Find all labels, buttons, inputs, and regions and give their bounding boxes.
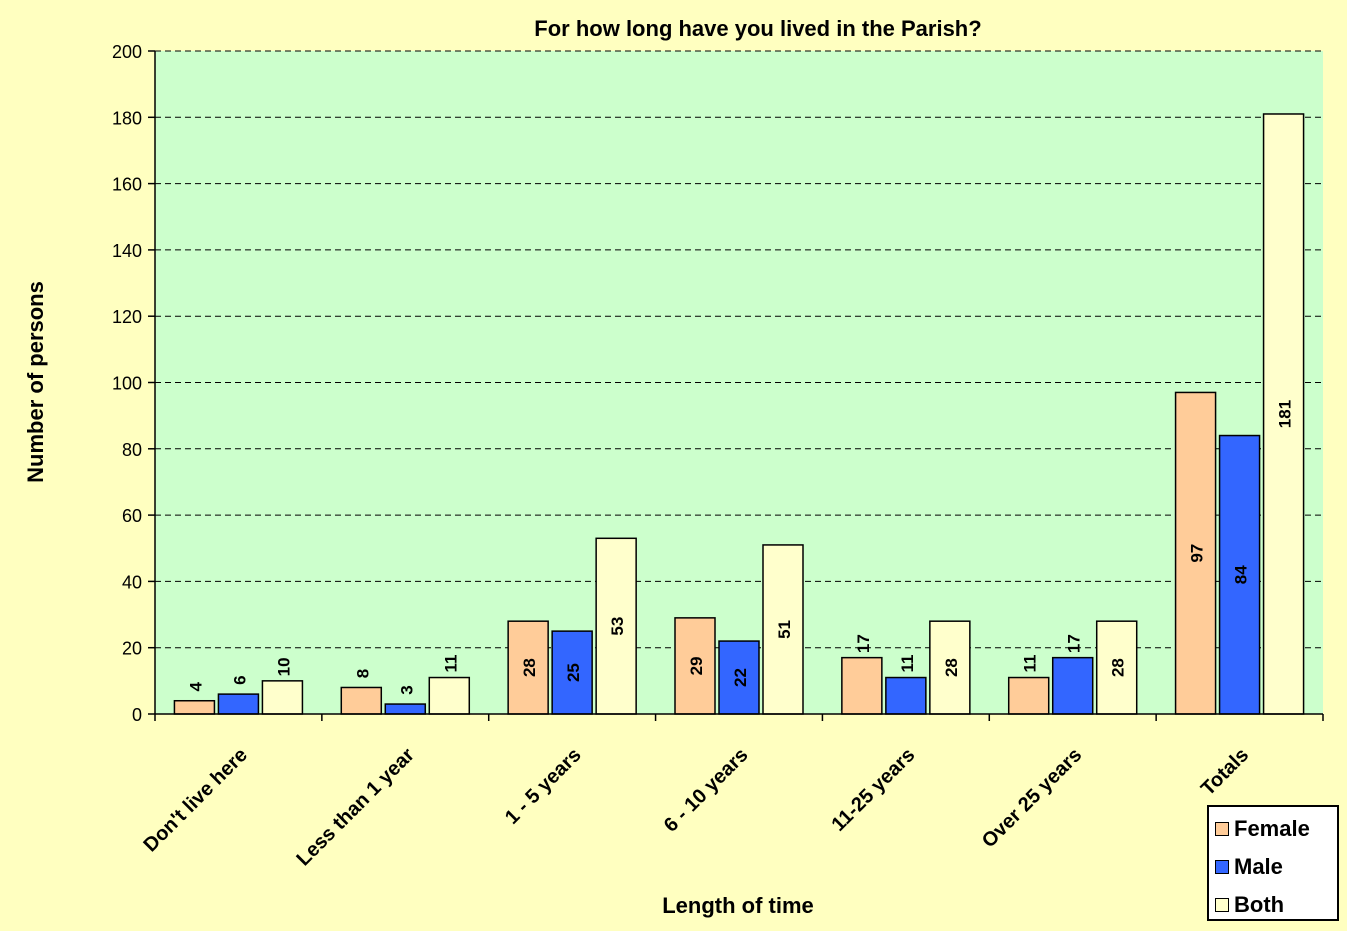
- data-label: 11: [898, 655, 917, 673]
- x-tick-label: Don't live here: [140, 744, 252, 856]
- chart-title: For how long have you lived in the Paris…: [534, 16, 981, 41]
- x-tick-label: 11-25 years: [828, 744, 920, 836]
- y-tick-label: 80: [122, 440, 142, 460]
- data-label: 181: [1276, 400, 1295, 428]
- bar-female-less-than-1-year: [340, 686, 383, 715]
- y-tick-label: 0: [132, 705, 142, 725]
- x-axis-label: Length of time: [662, 893, 814, 918]
- y-tick-label: 140: [112, 241, 142, 261]
- legend-swatch-both: [1215, 898, 1229, 912]
- bar-male-11-25-years: [885, 676, 927, 715]
- data-label: 17: [854, 634, 873, 653]
- x-tick-label: 1 - 5 years: [501, 744, 586, 829]
- data-label: 22: [731, 668, 750, 687]
- x-tick-label: 6 - 10 years: [660, 744, 753, 837]
- data-label: 28: [1109, 658, 1128, 677]
- gridlines: [155, 50, 1323, 649]
- bar-both-totals: [1262, 113, 1305, 715]
- legend-label-both: Both: [1234, 892, 1285, 917]
- x-tick-label: Over 25 years: [978, 744, 1086, 852]
- data-label: 51: [775, 620, 794, 639]
- legend-swatch-female: [1215, 822, 1229, 836]
- legend-label-male: Male: [1234, 854, 1283, 879]
- data-label: 29: [687, 656, 706, 675]
- y-tick-label: 100: [112, 374, 142, 394]
- bar-both-less-than-1-year: [428, 676, 471, 715]
- y-tick-label: 20: [122, 639, 142, 659]
- bar-both-11-25-years: [929, 620, 971, 715]
- bar-male-less-than-1-year: [384, 703, 427, 715]
- data-label: 8: [353, 669, 372, 678]
- bar-male-totals: [1218, 434, 1261, 715]
- bar-female-don-t-live-here: [173, 699, 216, 715]
- legend-item-female: Female: [1215, 810, 1337, 848]
- legend-label-female: Female: [1234, 816, 1310, 841]
- data-label: 11: [441, 655, 460, 673]
- data-label: 4: [186, 681, 205, 691]
- data-label: 53: [608, 617, 627, 636]
- data-label: 97: [1188, 544, 1207, 563]
- bar-male-over-25-years: [1051, 656, 1094, 715]
- bar-both-1-5-years: [595, 537, 637, 715]
- legend-item-both: Both: [1215, 886, 1337, 924]
- bars: 4 6 10 8 3 11 28 25 53 29 22 51 17 11 28 11 17 28 97 84 181: [173, 113, 1305, 715]
- data-label: 11: [1021, 655, 1040, 673]
- data-label: 28: [942, 658, 961, 677]
- bar-female-11-25-years: [841, 656, 883, 715]
- bar-female-6-10-years: [674, 617, 716, 715]
- y-tick-label: 40: [122, 572, 142, 592]
- bar-female-over-25-years: [1007, 676, 1050, 715]
- bar-male-6-10-years: [718, 640, 760, 715]
- legend: Female Male Both: [1207, 805, 1339, 921]
- data-label: 10: [274, 657, 293, 676]
- legend-swatch-male: [1215, 860, 1229, 874]
- legend-item-male: Male: [1215, 848, 1337, 886]
- bar-both-don-t-live-here: [261, 680, 304, 715]
- bar-female-totals: [1174, 391, 1217, 715]
- data-label: 25: [564, 663, 583, 682]
- y-tick-label: 180: [112, 108, 142, 128]
- y-axis-label: Number of persons: [23, 281, 48, 483]
- x-tick-label: Totals: [1197, 744, 1253, 800]
- data-label: 17: [1065, 634, 1084, 653]
- bar-male-don-t-live-here: [217, 693, 260, 715]
- x-tick-label: Less than 1 year: [292, 744, 419, 871]
- bar-male-1-5-years: [551, 630, 593, 715]
- y-tick-label: 120: [112, 307, 142, 327]
- data-label: 6: [230, 675, 249, 684]
- data-label: 3: [397, 685, 416, 694]
- y-tick-label: 60: [122, 506, 142, 526]
- data-label: 84: [1232, 565, 1251, 584]
- y-tick-label: 200: [112, 42, 142, 62]
- y-tick-label: 160: [112, 175, 142, 195]
- data-label: 28: [520, 658, 539, 677]
- bar-female-1-5-years: [507, 620, 549, 715]
